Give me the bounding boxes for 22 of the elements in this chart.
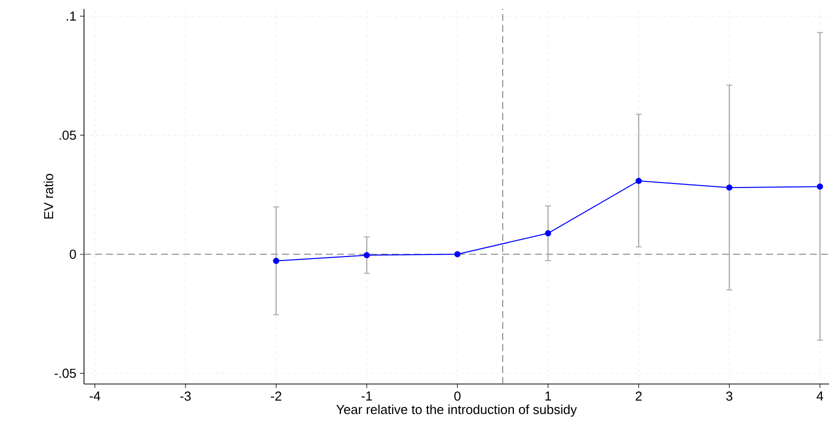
point (816, 184, 824, 190)
y-tick-label: -.05 (54, 368, 76, 378)
x-tick-label: 4 (816, 392, 824, 400)
x-tick-label: -4 (90, 392, 100, 400)
x-tick-label: -3 (180, 392, 191, 401)
point (364, 252, 370, 258)
point (636, 178, 642, 184)
y-axis-title: EV ratio (44, 174, 54, 219)
x-tick-label: 2 (636, 392, 642, 401)
x-tick-label: 3 (726, 392, 732, 401)
x-axis-title: Year relative to the introduction of subsidy (336, 404, 577, 417)
y-tick-label: .05 (60, 130, 76, 140)
point (544, 230, 552, 236)
x-tick-label: -2 (270, 392, 282, 401)
x-tick-label: -1 (362, 392, 372, 400)
point (273, 258, 280, 264)
point (454, 251, 461, 258)
x-tick-label: 1 (545, 392, 552, 400)
point (726, 184, 732, 191)
x-tick-label: 0 (454, 392, 461, 401)
y-tick-label: 0 (70, 250, 76, 259)
y-tick-label: .1 (66, 12, 76, 21)
